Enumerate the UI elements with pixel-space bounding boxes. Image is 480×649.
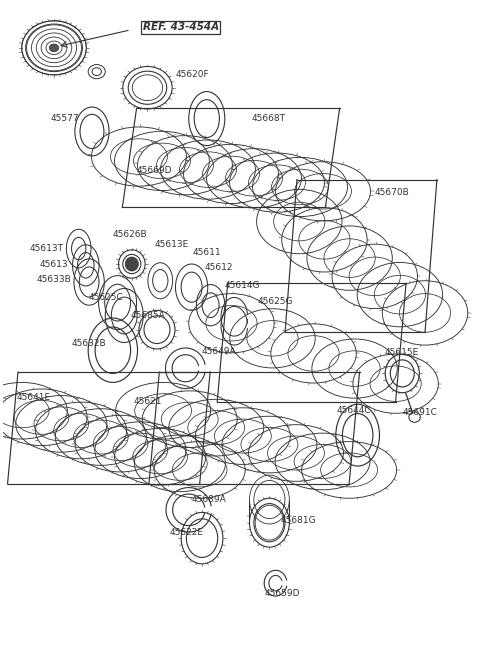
Text: 45615E: 45615E [384,349,419,358]
Text: 45620F: 45620F [176,70,209,79]
Text: 45685A: 45685A [130,311,165,320]
Text: REF. 43-454A: REF. 43-454A [143,22,219,32]
Text: 45670B: 45670B [374,188,409,197]
Text: 45659D: 45659D [265,589,300,598]
Text: 45625G: 45625G [258,297,293,306]
Text: 45644C: 45644C [336,406,371,415]
Text: 45613: 45613 [40,260,68,269]
Text: 45632B: 45632B [72,339,107,349]
Text: 45668T: 45668T [252,114,286,123]
Text: 45621: 45621 [133,397,162,406]
Text: 45612: 45612 [204,263,233,273]
Text: 45611: 45611 [192,248,221,257]
Ellipse shape [125,257,138,271]
Text: 45641E: 45641E [16,393,51,402]
Text: 45681G: 45681G [280,515,316,524]
Text: 45613T: 45613T [29,244,63,253]
Ellipse shape [49,44,59,52]
Text: 45689A: 45689A [192,495,227,504]
Text: 45649A: 45649A [201,347,236,356]
Text: 45614G: 45614G [225,282,260,290]
Text: 45633B: 45633B [36,275,72,284]
Text: 45691C: 45691C [403,408,438,417]
Text: 45613E: 45613E [154,239,188,249]
Text: 45669D: 45669D [137,165,172,175]
Text: 45622E: 45622E [170,528,204,537]
Text: 45577: 45577 [50,114,79,123]
Text: 45626B: 45626B [113,230,147,239]
Text: 45625C: 45625C [89,293,123,302]
